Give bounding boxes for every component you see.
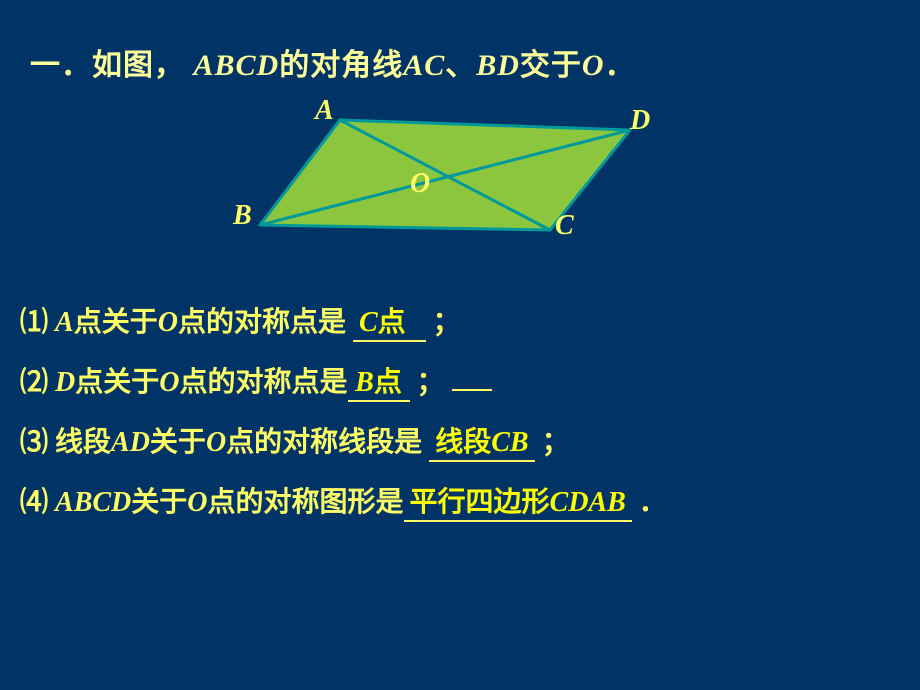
title-ac: AC (403, 49, 445, 82)
title-abcd: ABCD (194, 49, 280, 82)
q1-answer: C点 (353, 300, 426, 342)
q1-tail: ； (426, 307, 461, 338)
q3-O: O (206, 427, 226, 458)
q4-t1: 关于 (131, 487, 187, 518)
q3-tail: ； (535, 427, 570, 458)
q4-ans-cn: 平行四边形 (410, 487, 550, 518)
q3-ans-cn: 线段 (435, 427, 491, 458)
q4-t2: 点的对称图形是 (208, 487, 404, 518)
q1-t1: 点关于 (74, 307, 158, 338)
figure: A D B C O (220, 100, 690, 260)
q3-answer: 线段CB (429, 420, 534, 462)
q4-O: O (187, 487, 207, 518)
question-1: ⑴ A点关于O点的对称点是 C点 ； (20, 300, 461, 342)
q2-extra-blank (452, 369, 492, 391)
parallelogram-svg (220, 100, 690, 260)
q3-AD: AD (111, 427, 150, 458)
title-o: O (582, 49, 605, 82)
q2-t1: 点关于 (75, 367, 159, 398)
slide-title: 一．如图， ABCD的对角线AC、BD交于O． (30, 40, 636, 84)
title-bd: BD (476, 49, 520, 82)
q3-t2: 点的对称线段是 (226, 427, 429, 458)
vertex-label-O: O (410, 168, 430, 200)
q4-answer: 平行四边形CDAB (404, 480, 632, 522)
q2-answer: B点 (348, 360, 410, 402)
vertex-label-D: D (630, 105, 650, 137)
q1-num: ⑴ (20, 307, 55, 338)
q4-ABCD: ABCD (55, 487, 131, 518)
q2-ans-it: B (355, 367, 374, 398)
q4-num: ⑷ (20, 487, 55, 518)
vertex-label-A: A (315, 95, 334, 127)
q3-ans-it: CB (491, 427, 528, 458)
q1-t2: 点的对称点是 (178, 307, 353, 338)
q1-O: O (158, 307, 178, 338)
q2-tail: ； (410, 367, 452, 398)
q2-D: D (55, 367, 75, 398)
q4-ans-it: CDAB (550, 487, 626, 518)
q2-t2: 点的对称点是 (180, 367, 348, 398)
q1-ans-it: C (359, 307, 378, 338)
q1-A: A (55, 307, 74, 338)
q2-ans-cn: 点 (374, 367, 402, 398)
title-sep: 、 (445, 49, 476, 82)
title-suffix: ． (605, 49, 636, 82)
q1-ans-cn: 点 (378, 307, 406, 338)
q3-num: ⑶ 线段 (20, 427, 111, 458)
title-prefix: 一．如图， (30, 49, 194, 82)
title-mid1: 的对角线 (279, 49, 403, 82)
question-4: ⑷ ABCD关于O点的对称图形是 平行四边形CDAB ． (20, 480, 667, 522)
question-2: ⑵ D点关于O点的对称点是B点 ； (20, 360, 492, 402)
q3-t1: 关于 (150, 427, 206, 458)
vertex-label-B: B (233, 200, 252, 232)
title-mid2: 交于 (520, 49, 582, 82)
q2-O: O (159, 367, 179, 398)
q2-num: ⑵ (20, 367, 55, 398)
vertex-label-C: C (555, 210, 574, 242)
slide: 一．如图， ABCD的对角线AC、BD交于O． A D B C O ⑴ A点关于… (0, 0, 920, 690)
question-3: ⑶ 线段AD关于O点的对称线段是 线段CB ； (20, 420, 570, 462)
q4-tail: ． (632, 487, 667, 518)
